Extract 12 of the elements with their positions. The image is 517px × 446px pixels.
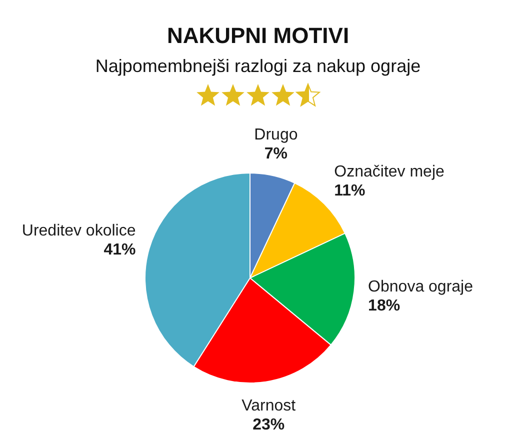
data-label: 11% [334,182,366,200]
chart-subtitle: Najpomembnejši razlogi za nakup ograje [95,56,421,76]
chart-title: NAKUPNI MOTIVI [166,23,350,48]
slice-label: Obnova ograje [368,278,474,296]
slice-label: Označitev meje [334,163,445,180]
data-label: 18% [368,297,400,314]
slice-label: Ureditev okolice [22,222,136,240]
data-label: 7% [264,145,288,162]
data-label: 23% [252,416,285,434]
slice-label: Drugo [254,126,298,144]
slice-label: Varnost [242,397,296,414]
data-label: 41% [104,242,136,258]
